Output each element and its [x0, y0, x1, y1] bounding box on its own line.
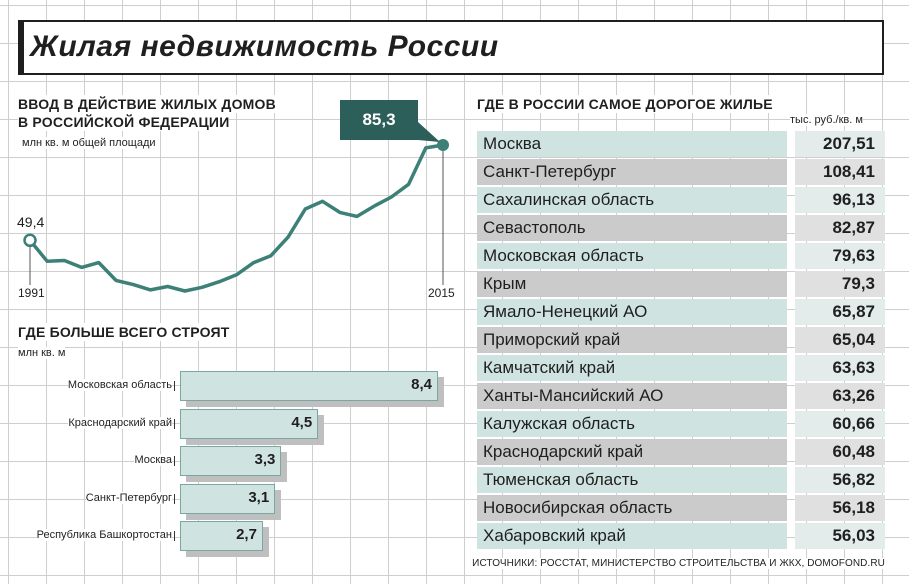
- price-value: 56,18: [795, 495, 885, 521]
- price-value: 108,41: [795, 159, 885, 185]
- price-value: 96,13: [795, 187, 885, 213]
- table-row: Хабаровский край 56,03: [477, 523, 887, 549]
- bar-label-tick: [174, 493, 175, 504]
- price-value: 63,63: [795, 355, 885, 381]
- table-row: Ямало-Ненецкий АО 65,87: [477, 299, 887, 325]
- table-row: Крым 79,3: [477, 271, 887, 297]
- line-chart-title-line1: ВВОД В ДЕЙСТВИЕ ЖИЛЫХ ДОМОВ: [18, 95, 276, 113]
- bar-value-label: 8,4: [411, 376, 432, 393]
- bar-value-label: 2,7: [236, 526, 257, 543]
- line-chart-unit: млн кв. м общей площади: [22, 137, 156, 149]
- line-end-point: [437, 139, 449, 151]
- table-row: Севастополь 82,87: [477, 215, 887, 241]
- bar-value-label: 3,1: [248, 488, 270, 506]
- bar-category-label: Санкт-Петербург: [85, 491, 172, 504]
- line-chart-x-end: 2015: [428, 286, 455, 300]
- price-value: 60,48: [795, 439, 885, 465]
- callout-pointer: [418, 122, 440, 142]
- bar-label-tick: [174, 531, 175, 541]
- region-name: Московская область: [477, 243, 787, 269]
- region-name: Сахалинская область: [477, 187, 787, 213]
- region-name: Ямало-Ненецкий АО: [477, 299, 787, 325]
- table-row: Калужская область 60,66: [477, 411, 887, 437]
- table-row: Москва 207,51: [477, 131, 887, 157]
- region-name: Тюменская область: [477, 467, 787, 493]
- region-name: Калужская область: [477, 411, 787, 437]
- price-value: 60,66: [795, 411, 885, 437]
- price-value: 82,87: [795, 215, 885, 241]
- bar-chart-title: ГДЕ БОЛЬШЕ ВСЕГО СТРОЯТ: [18, 323, 230, 341]
- region-name: Москва: [477, 131, 787, 157]
- table-unit: тыс. руб./кв. м: [790, 114, 863, 126]
- table-title: ГДЕ В РОССИИ САМОЕ ДОРОГОЕ ЖИЛЬЕ: [477, 95, 773, 113]
- line-chart-x-start: 1991: [18, 286, 45, 300]
- line-series: [28, 143, 444, 293]
- region-name: Севастополь: [477, 215, 787, 241]
- bar-label-tick: [174, 456, 175, 466]
- bar-label-tick: [174, 381, 175, 391]
- region-name: Приморский край: [477, 327, 787, 353]
- bar-value-label: 4,5: [291, 413, 313, 431]
- price-value: 65,04: [795, 327, 885, 353]
- bar-category-label: Московская область: [67, 379, 172, 391]
- bar-category-label: Республика Башкортостан: [36, 529, 172, 541]
- region-name: Ханты-Мансийский АО: [477, 383, 787, 409]
- price-value: 63,26: [795, 383, 885, 409]
- line-start-point: [23, 233, 37, 248]
- line-chart-last-value-callout: 85,3: [340, 100, 418, 140]
- table-row: Краснодарский край 60,48: [477, 439, 887, 465]
- bar-category-label: Москва: [134, 454, 172, 466]
- region-name: Камчатский край: [477, 355, 787, 381]
- price-value: 207,51: [795, 131, 885, 157]
- price-value: 79,63: [795, 243, 885, 269]
- sources-note: ИСТОЧНИКИ: РОССТАТ, МИНИСТЕРСТВО СТРОИТЕ…: [472, 558, 885, 569]
- line-chart-first-value: 49,4: [17, 214, 45, 230]
- price-value: 56,82: [795, 467, 885, 493]
- bar-value-label: 3,3: [254, 451, 276, 468]
- bar: [180, 446, 282, 476]
- table-row: Приморский край 65,04: [477, 327, 887, 353]
- page-title: Жилая недвижимость России: [30, 30, 499, 63]
- table-row: Сахалинская область 96,13: [477, 187, 887, 213]
- table-row: Новосибирская область 56,18: [477, 495, 887, 521]
- line-chart-title-line2: В РОССИЙСКОЙ ФЕДЕРАЦИИ: [18, 113, 230, 131]
- table-row: Санкт-Петербург 108,41: [477, 159, 887, 185]
- price-value: 65,87: [795, 299, 885, 325]
- bar-chart-unit: млн кв. м: [18, 347, 66, 359]
- table-row: Московская область 79,63: [477, 243, 887, 269]
- bar-category-label: Краснодарский край: [68, 416, 172, 429]
- region-name: Крым: [477, 271, 787, 297]
- table-row: Ханты-Мансийский АО 63,26: [477, 383, 887, 409]
- title-frame: [18, 20, 884, 75]
- price-value: 79,3: [795, 271, 885, 297]
- region-name: Новосибирская область: [477, 495, 787, 521]
- table-row: Камчатский край 63,63: [477, 355, 887, 381]
- region-name: Хабаровский край: [477, 523, 787, 549]
- bar: [180, 483, 276, 514]
- table-row: Тюменская область 56,82: [477, 467, 887, 493]
- bar: [180, 371, 438, 401]
- region-name: Краснодарский край: [477, 439, 787, 465]
- bar-label-tick: [174, 418, 175, 429]
- price-value: 56,03: [795, 523, 885, 549]
- region-name: Санкт-Петербург: [477, 159, 787, 185]
- bar: [180, 408, 319, 439]
- bar: [180, 521, 263, 551]
